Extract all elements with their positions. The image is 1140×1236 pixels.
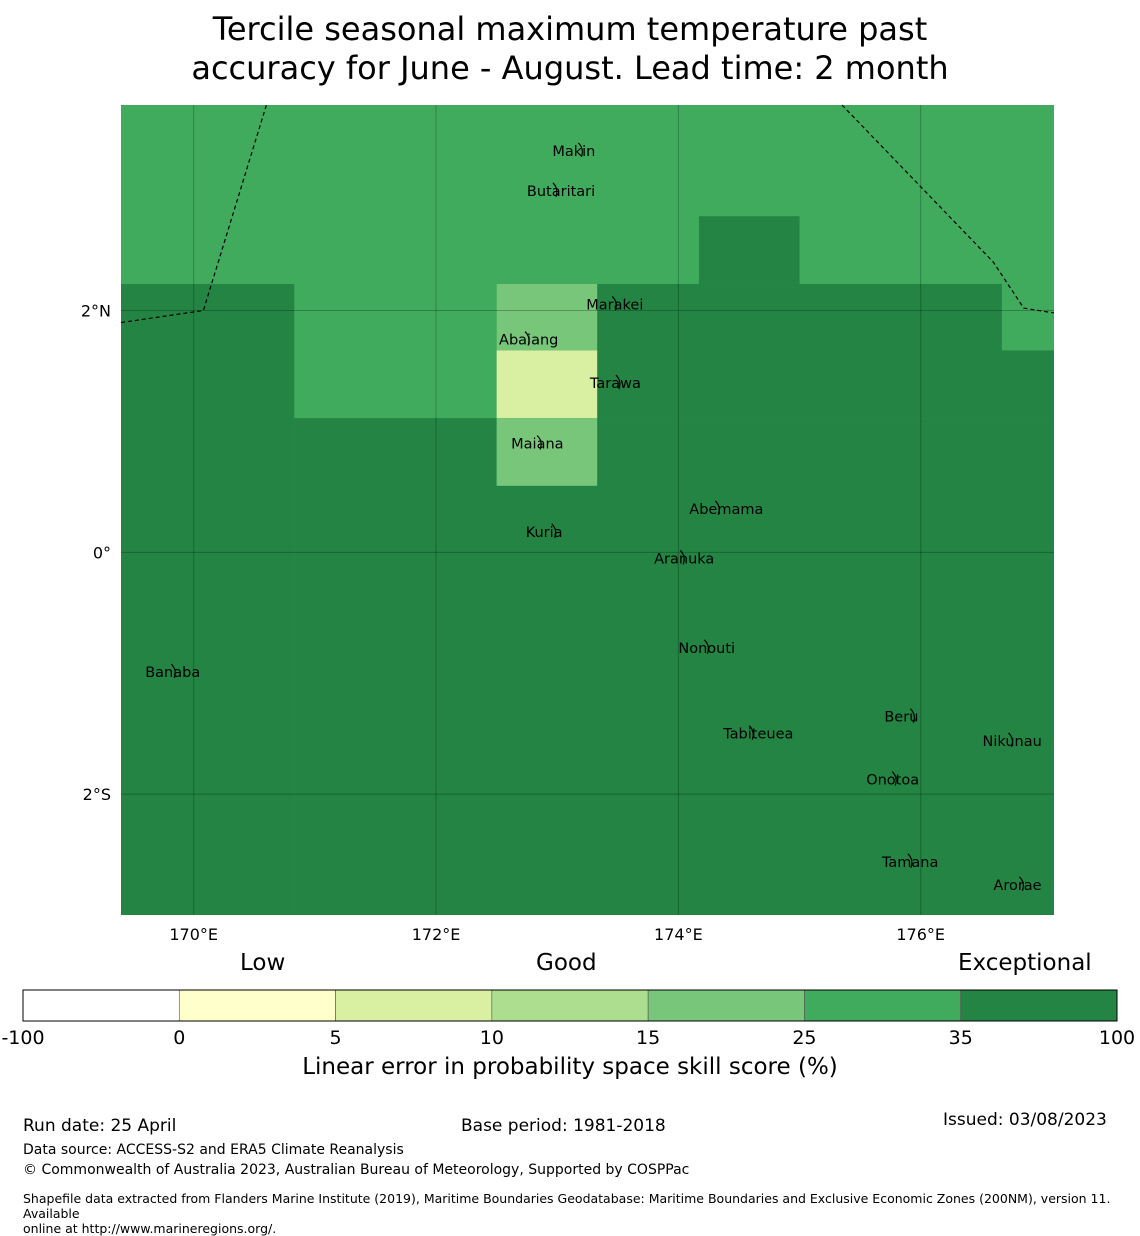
lon-tick-label: 172°E [412,925,461,944]
island-outline [524,331,530,346]
skill-cell-8 [496,418,598,486]
island-outline [551,523,557,538]
base-period: Base period: 1981-2018 [461,1116,666,1136]
colorbar-tick-label: 0 [173,1027,185,1049]
run-date: Run date: 25 April [23,1116,177,1136]
island-label: Onotoa [866,773,919,789]
island-label: Abaiang [499,333,558,349]
island-outline [611,296,617,311]
colorbar-tick-label: -100 [1,1027,44,1049]
map-area: 170°E 172°E 174°E 176°E 2°N 0° 2°S Makin Butarit… [81,104,1055,944]
lon-tick-label: 170°E [169,925,218,944]
island-label: Makin [552,144,595,160]
colorbar-tick-label: 10 [480,1027,504,1049]
shapefile-credit: Shapefile data extracted from Flanders M… [23,1191,1138,1236]
colorbar-segment-4 [647,989,805,1022]
colorbar: -100 0 5 10 15 25 35 100 [1,989,1135,1049]
colorbar-tick-label: 5 [330,1027,342,1049]
island-outline [577,142,583,158]
title-line-1: Tercile seasonal maximum temperature pas… [212,10,928,48]
category-exceptional: Exceptional [958,950,1092,976]
island-label: Beru [884,710,918,726]
eez-boundary-0 [120,104,267,324]
island-outline [891,771,897,786]
island-label: Banaba [145,665,200,681]
island-label: Arorae [993,878,1041,894]
lat-tick-label: 2°S [83,785,111,804]
island-label: Tamana [881,855,938,871]
title-line-2: accuracy for June - August. Lead time: 2… [191,49,949,87]
colorbar-tick-label: 15 [636,1027,660,1049]
island-label: Tabiteuea [722,727,793,743]
eez-boundary-1 [841,104,1055,314]
island-label: Marakei [586,297,643,313]
colorbar-segment-6 [960,989,1118,1022]
island-label: Butaritari [527,184,595,200]
colorbar-segment-0 [22,989,180,1022]
data-source: Data source: ACCESS-S2 and ERA5 Climate … [23,1142,404,1158]
colorbar-tick-label: 35 [949,1027,973,1049]
colorbar-segment-3 [491,989,649,1022]
island-outline [748,725,754,740]
island-outline [679,549,685,565]
colorbar-segment-1 [178,989,336,1022]
island-outline [1018,876,1025,891]
skill-cell-2 [294,418,1054,915]
chart-title: Tercile seasonal maximum temperature pas… [0,10,1140,88]
colorbar-segment-2 [335,989,493,1022]
island-label: Nonouti [678,641,735,657]
island-outline [615,374,621,390]
colorbar-frame [22,989,1118,1022]
issued-date: Issued: 03/08/2023 [943,1110,1107,1130]
skill-cell-4 [698,216,800,284]
island-label: Maiana [511,437,563,453]
island-outline [907,853,913,869]
shapefile-credit-line-2: online at http://www.marineregions.org/. [23,1221,277,1236]
colorbar-label: Linear error in probability space skill … [302,1054,838,1080]
colorbar-tick-label: 25 [792,1027,816,1049]
island-label: Nikunau [983,734,1042,750]
island-label: Aranuka [654,551,714,567]
island-label: Tarawa [589,376,641,392]
lat-tick-label: 2°N [81,302,111,321]
category-good: Good [536,950,597,976]
skill-cell-1 [121,283,295,915]
island-outline [170,663,176,679]
island-label: Kuria [526,525,563,541]
colorbar-tick-label: 100 [1099,1027,1135,1049]
island-outline [552,182,558,198]
island-label: Abemama [689,502,763,518]
skill-cell-6 [496,283,598,351]
colorbar-segment-5 [804,989,962,1022]
shapefile-credit-line-1: Shapefile data extracted from Flanders M… [23,1191,1111,1221]
skill-cell-5 [1001,283,1054,351]
lon-tick-label: 176°E [896,925,945,944]
category-low: Low [240,950,286,976]
island-outline [909,708,915,723]
island-outline [703,639,709,655]
island-outline [536,435,542,450]
skill-cell-7 [496,350,598,419]
island-outline [714,500,720,516]
island-outline [1008,732,1014,748]
copyright: © Commonwealth of Australia 2023, Austra… [23,1162,690,1178]
lon-tick-label: 174°E [654,925,703,944]
lat-tick-label: 0° [93,543,111,562]
